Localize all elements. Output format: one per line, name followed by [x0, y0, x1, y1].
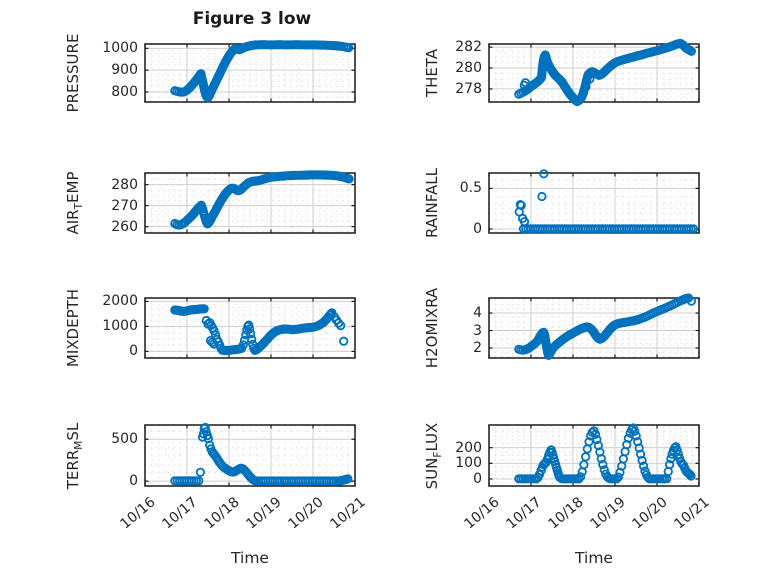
x-axis-label-left: Time [231, 549, 269, 567]
axes-box [488, 43, 700, 103]
y-axis-label-SUN_FLUX: SUNFLUX [423, 422, 444, 489]
y-tick-label: 200 [455, 439, 482, 456]
y-tick-label: 2 [473, 340, 482, 357]
minor-grid [145, 425, 355, 486]
y-tick-label: 0 [129, 343, 138, 360]
y-axis-label-subscript: M [73, 440, 85, 450]
y-tick-label: 282 [455, 39, 482, 56]
y-axis-label-subscript: T [73, 202, 85, 210]
tick-marks [144, 425, 356, 486]
figure-title: Figure 3 low [192, 9, 312, 29]
scatter-series-TERR_MSL [170, 422, 353, 486]
y-tick-label: 0 [473, 220, 482, 237]
y-tick-label: 500 [111, 431, 138, 448]
axes-box [144, 172, 356, 234]
y-tick-label: 3 [473, 322, 482, 339]
scatter-series-SUN_FLUX [514, 423, 696, 484]
subplot-TERR_MSL [144, 422, 356, 487]
y-tick-label: 1000 [102, 40, 138, 57]
x-axis-label-right: Time [575, 549, 613, 567]
subplot-AIR_TEMP [144, 170, 356, 234]
subplot-H2OMIXRA [488, 293, 700, 361]
y-tick-label: 0.5 [459, 180, 482, 197]
subplot-SUN_FLUX [488, 423, 700, 487]
y-tick-label: 2000 [102, 293, 138, 310]
subplot-THETA [488, 38, 700, 107]
y-tick-label: 260 [111, 218, 138, 235]
y-tick-label: 800 [111, 83, 138, 100]
y-axis-label-TERR_MSL: TERRMSL [64, 422, 85, 489]
scatter-series-PRESSURE [170, 40, 354, 103]
y-tick-label: 0 [473, 470, 482, 487]
subplot-RAINFALL [488, 169, 700, 234]
scatter-series-THETA [514, 38, 696, 107]
axes-box [488, 424, 700, 487]
minor-grid [145, 44, 355, 102]
y-tick-label: 4 [473, 305, 482, 322]
y-tick-label: 100 [455, 455, 482, 472]
axes-box [144, 297, 356, 359]
y-tick-label: 0 [129, 473, 138, 490]
y-tick-label: 900 [111, 62, 138, 79]
minor-grid [489, 173, 699, 233]
minor-grid [489, 425, 699, 486]
axes-box [488, 297, 700, 359]
tick-marks [488, 298, 700, 358]
y-tick-label: 280 [111, 176, 138, 193]
subplot-MIXDEPTH [144, 297, 356, 359]
scatter-series-RAINFALL [514, 169, 699, 234]
scatter-series-AIR_TEMP [170, 170, 354, 230]
subplot-PRESSURE [144, 40, 356, 103]
y-tick-label: 1000 [102, 318, 138, 335]
scatter-series-MIXDEPTH [170, 304, 349, 356]
y-tick-label: 270 [111, 197, 138, 214]
tick-marks [144, 298, 356, 358]
y-tick-label: 280 [455, 60, 482, 77]
y-tick-label: 278 [455, 80, 482, 97]
axes-box [144, 424, 356, 487]
scatter-series-H2OMIXRA [514, 293, 696, 361]
